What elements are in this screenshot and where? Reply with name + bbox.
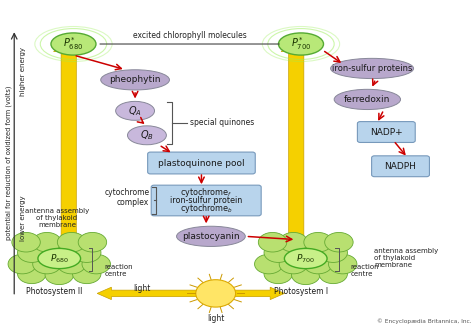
Text: antenna assembly
of thylakoid
membrane: antenna assembly of thylakoid membrane (374, 248, 439, 268)
Circle shape (264, 264, 292, 284)
FancyBboxPatch shape (357, 122, 415, 142)
Text: plastoquinone pool: plastoquinone pool (158, 158, 245, 168)
Ellipse shape (100, 70, 169, 90)
Circle shape (8, 254, 36, 274)
Text: pheophytin: pheophytin (109, 75, 161, 84)
FancyArrow shape (281, 39, 311, 248)
Circle shape (73, 264, 101, 284)
Circle shape (304, 232, 332, 252)
Text: $Q_A$: $Q_A$ (128, 104, 142, 118)
Text: light: light (134, 284, 151, 293)
Ellipse shape (128, 126, 166, 145)
Text: Photosystem II: Photosystem II (27, 287, 82, 296)
Text: plastocyanin: plastocyanin (182, 232, 240, 241)
Circle shape (196, 280, 236, 307)
Circle shape (45, 242, 73, 261)
Circle shape (18, 264, 46, 284)
Ellipse shape (51, 33, 96, 55)
Text: cytochrome$_b$: cytochrome$_b$ (180, 202, 233, 215)
Text: antenna assembly
of thylakoid
membrane: antenna assembly of thylakoid membrane (25, 208, 89, 228)
Circle shape (78, 232, 107, 252)
FancyBboxPatch shape (151, 185, 261, 216)
Text: cytochrome$_f$: cytochrome$_f$ (180, 186, 232, 199)
Text: $P^*_{700}$: $P^*_{700}$ (291, 36, 311, 52)
Text: light: light (207, 314, 224, 323)
Circle shape (279, 232, 308, 252)
Text: special quinones: special quinones (190, 118, 254, 127)
Circle shape (292, 242, 320, 261)
Text: lower energy: lower energy (20, 196, 26, 241)
Text: $P_{700}$: $P_{700}$ (296, 252, 315, 265)
Ellipse shape (176, 226, 246, 246)
Ellipse shape (38, 248, 81, 269)
Ellipse shape (116, 101, 155, 120)
Text: © Encyclopædia Britannica, Inc.: © Encyclopædia Britannica, Inc. (377, 319, 472, 324)
Circle shape (325, 232, 353, 252)
Ellipse shape (284, 248, 327, 269)
Circle shape (319, 243, 347, 262)
Text: $P^*_{680}$: $P^*_{680}$ (63, 36, 84, 52)
FancyBboxPatch shape (148, 152, 255, 174)
Circle shape (328, 254, 357, 274)
Text: reaction
centre: reaction centre (351, 264, 379, 277)
Circle shape (57, 232, 86, 252)
Circle shape (255, 254, 283, 274)
Circle shape (264, 243, 292, 262)
Circle shape (33, 254, 61, 274)
Circle shape (304, 254, 332, 274)
Text: reaction
centre: reaction centre (104, 264, 133, 277)
Ellipse shape (279, 33, 323, 55)
Circle shape (258, 232, 287, 252)
FancyBboxPatch shape (372, 156, 429, 177)
Circle shape (292, 265, 320, 285)
Circle shape (279, 254, 308, 274)
Circle shape (319, 264, 347, 284)
Text: $P_{680}$: $P_{680}$ (50, 252, 69, 265)
Circle shape (45, 265, 73, 285)
Circle shape (82, 254, 110, 274)
Text: iron-sulfur proteins: iron-sulfur proteins (332, 64, 412, 73)
Text: iron-sulfur protein: iron-sulfur protein (170, 196, 242, 205)
Text: NADP+: NADP+ (370, 127, 402, 137)
Circle shape (73, 243, 101, 262)
Circle shape (12, 232, 40, 252)
Ellipse shape (331, 58, 413, 79)
Text: ferredoxin: ferredoxin (344, 95, 391, 104)
FancyArrow shape (54, 39, 84, 248)
Text: $Q_B$: $Q_B$ (140, 128, 154, 142)
Text: Photosystem I: Photosystem I (274, 287, 328, 296)
FancyArrow shape (97, 287, 197, 300)
Text: NADPH: NADPH (384, 162, 417, 171)
Ellipse shape (334, 89, 401, 110)
Text: excited chlorophyll molecules: excited chlorophyll molecules (133, 31, 246, 40)
Text: cytochrome
complex: cytochrome complex (104, 187, 149, 207)
Circle shape (18, 243, 46, 262)
Circle shape (33, 232, 61, 252)
Text: potential for reduction of oxidized form (volts): potential for reduction of oxidized form… (5, 86, 12, 240)
Text: higher energy: higher energy (20, 47, 26, 96)
Circle shape (57, 254, 86, 274)
FancyArrow shape (235, 287, 284, 300)
